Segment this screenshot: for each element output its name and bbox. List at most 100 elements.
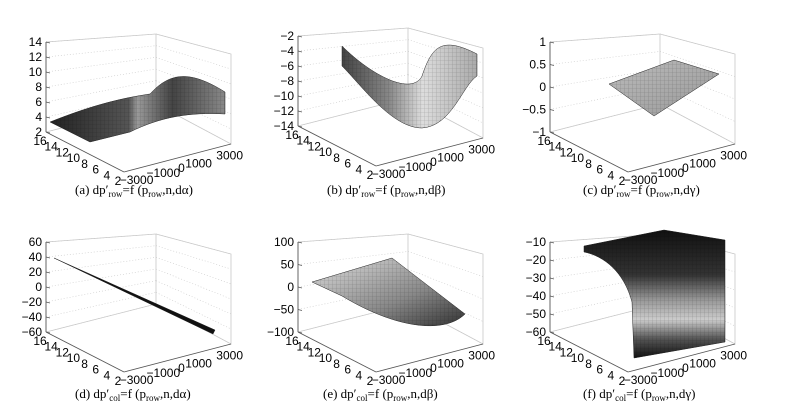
z-tick-label: 40 — [29, 250, 43, 264]
p-tick-label: 1000 — [437, 151, 464, 165]
z-tick — [297, 80, 303, 83]
z-tick — [45, 256, 51, 259]
z-tick — [549, 295, 555, 298]
n-axis-line — [549, 331, 629, 373]
n-axis-line — [549, 131, 629, 173]
p-tick-label: 3000 — [216, 348, 243, 362]
z-tick — [45, 131, 51, 134]
gridline-left — [45, 268, 157, 288]
z-tick-label: 2 — [35, 125, 42, 139]
z-tick-label: −8 — [280, 74, 294, 88]
gridline-left — [549, 233, 661, 243]
surface-mesh-grid — [50, 76, 225, 142]
gridline-right — [155, 257, 232, 285]
panel-caption: (f) dp′col=f (prow,n,dγ) — [583, 386, 695, 403]
n-tick-label: 10 — [319, 351, 333, 365]
z-tick — [45, 41, 51, 44]
n-tick-label: 10 — [571, 151, 585, 165]
z-tick — [549, 259, 555, 262]
p-axis-line — [627, 143, 736, 173]
z-tick — [297, 35, 303, 38]
gridline-left — [45, 303, 157, 333]
gridline-left — [549, 303, 661, 333]
p-tick-label: 3000 — [468, 142, 495, 156]
n-tick-label: 14 — [44, 140, 58, 154]
panel-caption: (b) dp′row=f (prow,n,dβ) — [327, 182, 445, 199]
n-axis-line — [45, 131, 125, 173]
gridline-left — [549, 51, 661, 65]
z-tick-label: −60 — [526, 325, 547, 339]
z-tick — [297, 125, 303, 128]
z-tick — [297, 264, 303, 266]
p-tick-label: −3000 — [372, 373, 406, 387]
p-tick-label: 0 — [178, 361, 185, 375]
n-tick-label: 4 — [608, 168, 615, 182]
gridline-right — [155, 268, 232, 300]
n-tick-label: 8 — [585, 157, 592, 171]
z-tick-label: 100 — [274, 235, 294, 249]
n-tick-label: 8 — [333, 151, 340, 165]
gridline-left — [45, 245, 157, 258]
z-tick — [297, 309, 303, 311]
gridline-right — [407, 233, 484, 255]
n-tick-label: 10 — [67, 351, 81, 365]
n-tick-label: 10 — [67, 151, 81, 165]
z-tick — [297, 331, 303, 334]
surface-mesh-grid — [342, 45, 477, 129]
n-tick-label: 12 — [56, 345, 70, 359]
z-tick-label: 8 — [35, 80, 42, 94]
gridline-right — [155, 245, 232, 270]
gridline-left — [549, 247, 661, 261]
n-tick-label: 16 — [285, 128, 299, 142]
z-tick-label: 0.5 — [529, 58, 546, 72]
p-axis-line — [123, 143, 232, 173]
surface-mesh — [53, 257, 216, 335]
p-tick-label: 3000 — [720, 348, 747, 362]
p-tick-label: −1000 — [398, 160, 432, 174]
z-tick — [549, 109, 555, 111]
z-tick-label: 6 — [35, 95, 42, 109]
n-tick-label: 12 — [560, 345, 574, 359]
n-tick-label: 14 — [548, 140, 562, 154]
z-tick-label: −2 — [280, 29, 294, 43]
n-tick-label: 2 — [619, 374, 626, 388]
n-tick-label: 6 — [344, 363, 351, 377]
n-tick-label: 14 — [296, 340, 310, 354]
z-tick — [45, 241, 51, 244]
n-tick-label: 2 — [367, 168, 374, 182]
n-tick-label: 6 — [596, 163, 603, 177]
z-tick — [549, 241, 555, 244]
p-axis-line — [123, 343, 232, 373]
z-tick — [45, 101, 51, 104]
z-tick — [45, 301, 51, 304]
gridline-left — [297, 97, 409, 127]
n-tick-label: 16 — [537, 134, 551, 148]
z-tick — [45, 271, 51, 274]
z-tick — [549, 86, 555, 89]
n-tick-label: 8 — [333, 357, 340, 371]
n-tick-label: 10 — [571, 351, 585, 365]
z-tick — [549, 131, 555, 134]
p-tick-label: 1000 — [185, 157, 212, 171]
z-tick-label: 60 — [29, 235, 43, 249]
n-tick-label: 4 — [104, 168, 111, 182]
z-tick-label: −10 — [526, 235, 547, 249]
z-tick — [549, 331, 555, 334]
z-tick-label: −30 — [526, 271, 547, 285]
z-tick-label: 10 — [29, 65, 43, 79]
gridline-right — [659, 33, 736, 55]
gridline-left — [549, 33, 661, 43]
p-tick-label: 0 — [178, 161, 185, 175]
z-tick — [45, 71, 51, 74]
z-tick — [549, 313, 555, 316]
z-tick — [297, 65, 303, 68]
z-tick — [297, 95, 303, 98]
z-tick — [297, 110, 303, 113]
gridline-left — [45, 257, 157, 273]
gridline-left — [297, 39, 409, 52]
z-tick — [45, 56, 51, 59]
z-tick-label: −4 — [280, 44, 294, 58]
